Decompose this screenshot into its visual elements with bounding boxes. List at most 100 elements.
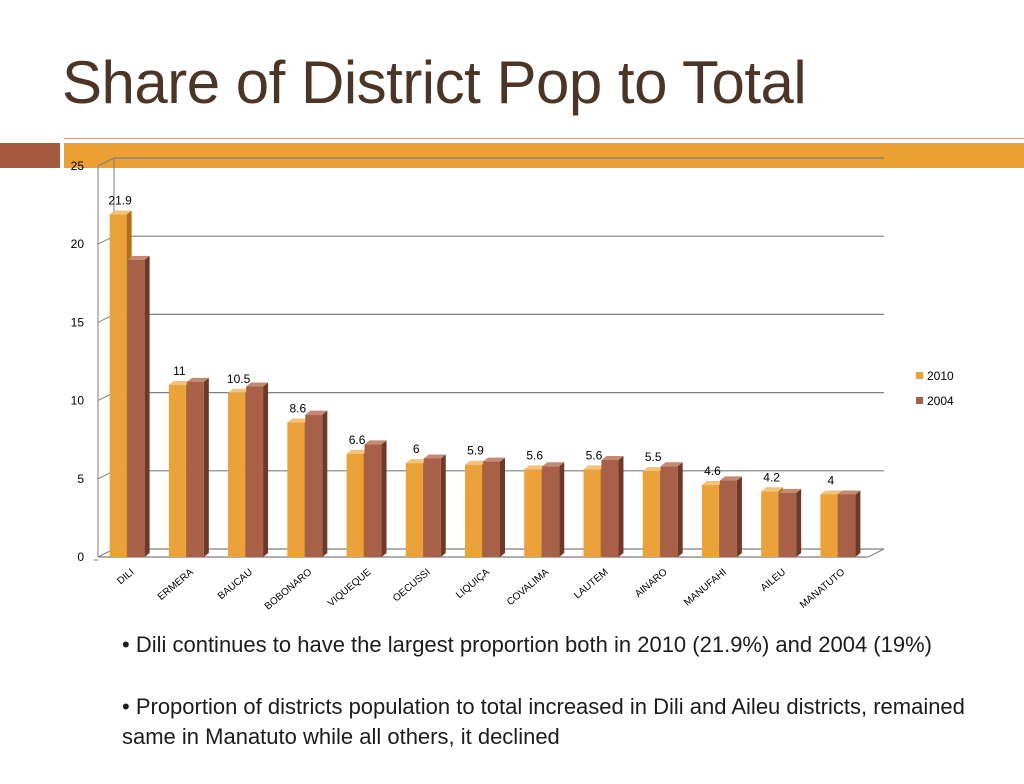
bar-side-2004 bbox=[500, 457, 505, 557]
y-tick-label: 0 bbox=[77, 550, 84, 564]
bar-side-2004 bbox=[618, 456, 624, 557]
bar-2004 bbox=[719, 480, 737, 557]
data-label: 6 bbox=[413, 442, 420, 456]
bar-2004 bbox=[305, 414, 323, 557]
bar-top-2004 bbox=[483, 457, 505, 462]
bar-top-2010 bbox=[642, 466, 665, 471]
bullet-list: • Dili continues to have the largest pro… bbox=[122, 630, 1002, 784]
bar-2004 bbox=[423, 458, 441, 557]
bar-top-2010 bbox=[583, 465, 606, 470]
bar-top-2010 bbox=[287, 418, 310, 423]
bar-side-2004 bbox=[796, 488, 802, 557]
bar-2010 bbox=[524, 469, 542, 557]
bar-top-2004 bbox=[660, 462, 683, 467]
legend-swatch bbox=[916, 397, 923, 404]
y-tick-label: 20 bbox=[71, 237, 85, 251]
x-tick-label: MANUFAHI bbox=[682, 567, 729, 609]
bar-2010 bbox=[228, 392, 246, 557]
bar-top-2004 bbox=[542, 462, 565, 467]
bar-2004 bbox=[542, 466, 560, 557]
floor-edge bbox=[867, 548, 885, 558]
bar-side-2004 bbox=[203, 377, 209, 557]
slide-title: Share of District Pop to Total bbox=[62, 49, 807, 116]
bar-side-2004 bbox=[144, 255, 150, 557]
bar-2010 bbox=[761, 491, 779, 557]
bar-side-2004 bbox=[322, 410, 328, 557]
accent-band-right bbox=[64, 143, 1024, 168]
bar-2004 bbox=[483, 461, 500, 557]
legend-swatch bbox=[916, 372, 923, 379]
bar-2010 bbox=[820, 494, 838, 557]
bar-top-2010 bbox=[761, 487, 784, 492]
bar-top-2004 bbox=[423, 454, 446, 459]
data-label: 21.9 bbox=[108, 193, 132, 207]
bar-2004 bbox=[779, 492, 797, 557]
bar-top-2004 bbox=[246, 382, 269, 387]
bar-side-2004 bbox=[559, 462, 565, 557]
bar-top-2010 bbox=[524, 465, 547, 470]
data-label: 8.6 bbox=[289, 401, 306, 415]
x-tick-label: ERMERA bbox=[156, 567, 196, 603]
data-label: 5.6 bbox=[526, 448, 543, 462]
x-tick-label: OECUSSI bbox=[391, 567, 433, 604]
x-tick-label: COVALIMA bbox=[505, 567, 551, 608]
x-tick-label: VIQUEQUE bbox=[326, 567, 374, 610]
bar-side-2004 bbox=[440, 454, 446, 557]
bar-2004 bbox=[660, 466, 678, 557]
bullet-item: • Dili continues to have the largest pro… bbox=[122, 632, 932, 657]
data-label: 11 bbox=[173, 364, 186, 378]
data-label: 6.6 bbox=[349, 433, 366, 447]
data-label: 4.6 bbox=[704, 464, 721, 478]
bar-top-2004 bbox=[186, 377, 209, 382]
bar-top-2010 bbox=[228, 388, 251, 393]
data-label: 5.9 bbox=[467, 444, 484, 458]
bar-top-2010 bbox=[109, 210, 132, 215]
x-tick-label: MANATUTO bbox=[798, 567, 848, 611]
bar-2004 bbox=[838, 494, 856, 557]
bar-chart: 0 5 10 15 20 25 21.9 DILI 11 ERMERA 10.5 BAUCAU 8.6 B… bbox=[71, 157, 954, 613]
bar-top-2010 bbox=[701, 481, 724, 486]
bar-top-2010 bbox=[465, 460, 487, 465]
bar-side-2004 bbox=[736, 476, 742, 557]
bar-top-2010 bbox=[168, 380, 191, 385]
bar-top-2010 bbox=[820, 490, 843, 495]
bar-2010 bbox=[583, 469, 601, 557]
x-tick-label: LAUTEM bbox=[572, 567, 610, 601]
bar-2010 bbox=[346, 453, 364, 557]
data-label: 5.5 bbox=[645, 450, 662, 464]
bar-2010 bbox=[168, 384, 186, 557]
x-tick-label: AILEU bbox=[759, 567, 788, 594]
legend-label: 2004 bbox=[927, 394, 954, 408]
title-divider-line bbox=[64, 138, 1024, 139]
x-tick-label: LIQUIÇA bbox=[454, 567, 492, 601]
bar-side-2004 bbox=[677, 462, 683, 557]
bar-2010 bbox=[465, 464, 482, 557]
bar-top-2004 bbox=[838, 490, 861, 495]
bar-top-2004 bbox=[127, 255, 150, 260]
y-tick-label: 25 bbox=[71, 159, 85, 173]
bar-2010 bbox=[701, 485, 719, 557]
bar-2004 bbox=[364, 444, 382, 557]
bar-top-2004 bbox=[779, 488, 802, 493]
bar-side-2004 bbox=[855, 490, 861, 557]
bar-top-2004 bbox=[364, 440, 387, 445]
x-tick-label: BOBONARO bbox=[263, 567, 315, 613]
x-tick-label: AINARO bbox=[633, 567, 670, 600]
bar-side-2004 bbox=[381, 440, 387, 557]
bar-top-2010 bbox=[346, 449, 369, 454]
y-tick-label: 10 bbox=[71, 394, 85, 408]
gridline-depth bbox=[97, 157, 115, 167]
bar-top-2004 bbox=[601, 456, 624, 461]
x-tick-label: BAUCAU bbox=[216, 567, 255, 602]
bar-2004 bbox=[601, 460, 619, 557]
data-label: 4.2 bbox=[763, 470, 780, 484]
bar-2010 bbox=[642, 470, 660, 557]
bar-2004 bbox=[186, 381, 204, 557]
bar-2004 bbox=[127, 259, 145, 557]
data-label: 4 bbox=[828, 473, 835, 487]
x-tick-label: DILI bbox=[115, 567, 136, 587]
accent-band-left bbox=[0, 143, 60, 168]
bar-2004 bbox=[246, 386, 264, 557]
bar-2010 bbox=[405, 463, 423, 557]
bar-top-2010 bbox=[405, 459, 428, 464]
